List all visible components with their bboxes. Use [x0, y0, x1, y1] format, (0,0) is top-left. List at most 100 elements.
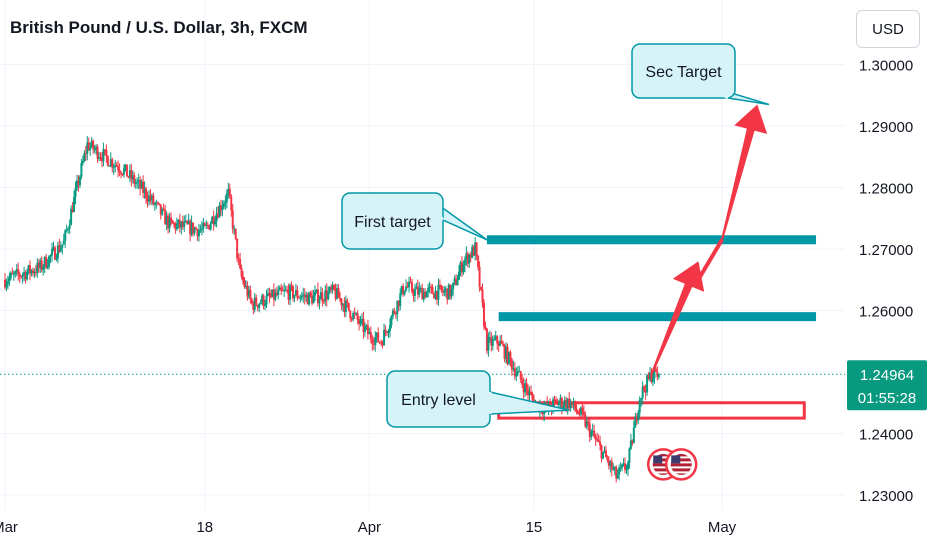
- candle-body: [265, 295, 268, 305]
- candle-body: [388, 325, 391, 331]
- candle-body: [634, 416, 637, 428]
- candle-body: [409, 281, 412, 283]
- candle-body: [86, 142, 89, 154]
- candle-body: [46, 266, 49, 268]
- candle-body: [115, 165, 118, 167]
- candle-body: [200, 228, 203, 230]
- candle-body: [465, 253, 468, 260]
- candle-body: [575, 408, 578, 412]
- price-badge-value: 1.24964: [860, 367, 914, 384]
- candle-body: [653, 368, 656, 379]
- candle-body: [507, 352, 510, 364]
- flag-stripe: [671, 466, 692, 469]
- candle-body: [588, 423, 591, 438]
- candle-body: [37, 262, 40, 268]
- candle-body: [59, 247, 62, 252]
- candle-body: [303, 294, 306, 298]
- candle-body: [190, 222, 193, 235]
- candle-body: [361, 318, 364, 320]
- candle-body: [384, 329, 387, 332]
- candle-body: [187, 220, 190, 225]
- candle-body: [474, 242, 477, 256]
- candle-body: [296, 290, 299, 298]
- price-axis[interactable]: 1.23000 1.24000 1.25000 1.26000 1.27000 1.280…: [847, 58, 927, 506]
- candle-body: [236, 238, 239, 259]
- candle-body: [500, 340, 503, 344]
- candle-body: [89, 146, 92, 151]
- candle-body: [324, 290, 327, 302]
- candle-body: [396, 300, 399, 315]
- candle-body: [336, 288, 339, 299]
- candle-body: [124, 164, 127, 169]
- candle-body: [36, 262, 39, 274]
- candle-body: [121, 173, 124, 175]
- candle-body: [208, 225, 211, 230]
- candle-body: [228, 188, 231, 197]
- candle-body: [394, 313, 397, 315]
- candle-body: [12, 273, 15, 275]
- price-tick-label: 1.30000: [859, 58, 913, 75]
- candle-body: [73, 196, 76, 212]
- candle-body: [137, 180, 140, 182]
- candle-body: [56, 245, 59, 259]
- candle-body: [621, 464, 624, 468]
- projection-arrow-first: [650, 261, 705, 375]
- candle-body: [513, 368, 516, 377]
- flag-ring: [646, 448, 680, 481]
- candle-body: [459, 262, 462, 272]
- candle-body: [552, 399, 555, 410]
- candle-body: [632, 427, 635, 444]
- candle-body: [221, 206, 224, 211]
- currency-button[interactable]: USD: [856, 10, 920, 48]
- candle-body: [106, 156, 109, 166]
- candle-body: [408, 281, 411, 288]
- candle-body: [183, 221, 186, 227]
- candle-body: [71, 208, 74, 212]
- candle-body: [481, 289, 484, 304]
- candle-body: [372, 343, 375, 345]
- candle-body: [377, 332, 380, 342]
- candle-body: [293, 295, 296, 299]
- candle-body: [582, 411, 585, 416]
- candle-body: [400, 286, 403, 294]
- candle-body: [421, 287, 424, 300]
- candle-body: [153, 203, 156, 205]
- candle-body: [199, 229, 202, 231]
- candle-body: [569, 402, 572, 409]
- candle-body: [505, 346, 508, 359]
- time-axis[interactable]: Mar 18 Apr 15 May: [0, 519, 737, 536]
- flag-canton: [653, 455, 663, 464]
- candle-body: [100, 157, 103, 162]
- candle-body: [284, 289, 287, 291]
- callout-seam: [424, 195, 445, 221]
- candle-body: [319, 292, 322, 300]
- candle-body: [294, 290, 297, 296]
- candle-body: [243, 280, 246, 287]
- uk-flag-icon: [646, 448, 680, 481]
- candle-body: [644, 389, 647, 393]
- candle-body: [363, 326, 366, 332]
- candle-body: [437, 284, 440, 300]
- candle-body: [386, 331, 389, 334]
- candle-body: [572, 401, 575, 405]
- candle-body: [410, 282, 413, 292]
- candle-body: [430, 286, 433, 288]
- candle-body: [218, 205, 221, 218]
- candle-body: [628, 448, 631, 463]
- candle-body: [654, 368, 657, 372]
- candle-body: [325, 290, 328, 300]
- callout-box: [341, 192, 444, 250]
- candle-body: [434, 290, 437, 299]
- candle-body: [152, 195, 155, 205]
- candle-body: [650, 372, 653, 382]
- candle-body: [108, 165, 111, 167]
- candle-body: [534, 403, 537, 409]
- candle-body: [45, 257, 48, 268]
- candle-body: [177, 219, 180, 224]
- candle-body: [590, 431, 593, 438]
- flag-fill: [652, 453, 674, 475]
- candle-body: [271, 289, 274, 297]
- candle-body: [39, 260, 42, 268]
- candle-body: [527, 389, 530, 396]
